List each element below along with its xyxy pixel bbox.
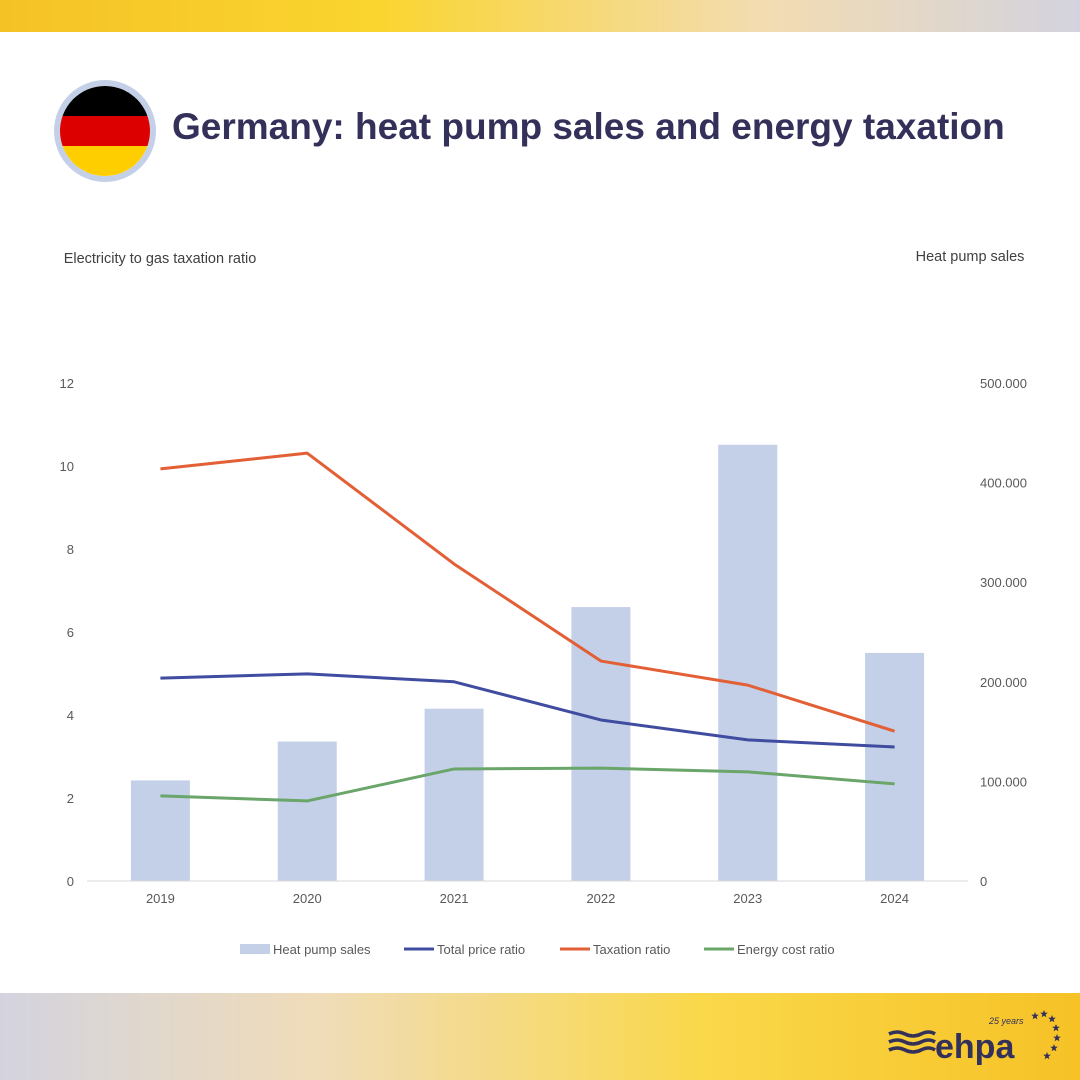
right-axis-tick-label: 100.000	[980, 774, 1027, 789]
star-icon	[1053, 1034, 1061, 1042]
right-axis-tick-label: 300.000	[980, 575, 1027, 590]
legend-label: Total price ratio	[437, 942, 525, 957]
star-icon	[1031, 1012, 1039, 1020]
right-axis-tick-label: 400.000	[980, 476, 1027, 491]
ehpa-logo: ehpa 25 years	[888, 1010, 1061, 1066]
right-axis-title: Heat pump sales	[915, 249, 1025, 265]
stars-icon	[1031, 1010, 1061, 1060]
legend-label: Taxation ratio	[593, 942, 670, 957]
line-energy-cost-ratio	[160, 766, 895, 803]
legend-swatch	[240, 944, 270, 954]
top-decorative-bar	[0, 0, 1080, 32]
legend-label: Energy cost ratio	[737, 942, 835, 957]
left-axis-title: Electricity to gas taxation ratio	[63, 251, 257, 267]
x-axis-tick-label: 2020	[293, 891, 322, 906]
star-icon	[1043, 1052, 1051, 1060]
right-axis-tick-label: 200.000	[980, 675, 1027, 690]
right-axis-tick-label: 0	[980, 874, 987, 889]
bottom-decorative-bar	[0, 993, 1080, 1080]
bar-heat-pump-sales	[865, 652, 925, 881]
logo-text: ehpa	[935, 1028, 1015, 1066]
star-icon	[1040, 1010, 1048, 1018]
star-icon	[1050, 1044, 1058, 1052]
line-taxation-ratio	[160, 451, 896, 733]
bar-heat-pump-sales	[424, 708, 484, 881]
germany-flag-icon	[54, 80, 156, 182]
right-axis-tick-label: 500.000	[980, 376, 1027, 391]
x-axis-tick-label: 2024	[880, 891, 909, 906]
left-axis-tick-label: 4	[67, 708, 74, 723]
bar-heat-pump-sales	[277, 741, 337, 881]
waves-icon	[888, 1030, 936, 1054]
left-axis-tick-label: 12	[60, 376, 74, 391]
left-axis-tick-label: 6	[67, 625, 74, 640]
star-icon	[1048, 1015, 1056, 1023]
x-axis-tick-label: 2021	[440, 891, 469, 906]
left-axis-tick-label: 2	[67, 791, 74, 806]
line-total-price-ratio	[160, 672, 895, 749]
legend-label: Heat pump sales	[273, 942, 371, 957]
bar-heat-pump-sales	[571, 607, 631, 881]
x-axis-tick-label: 2023	[733, 891, 762, 906]
logo-subtitle: 25 years	[988, 1016, 1024, 1026]
bar-heat-pump-sales	[718, 444, 778, 881]
star-icon	[1052, 1024, 1060, 1032]
x-axis-tick-label: 2022	[586, 891, 615, 906]
x-axis-tick-label: 2019	[146, 891, 175, 906]
page-title: Germany: heat pump sales and energy taxa…	[172, 106, 1005, 147]
left-axis-tick-label: 10	[60, 459, 74, 474]
left-axis-tick-label: 0	[67, 874, 74, 889]
left-axis-tick-label: 8	[67, 542, 74, 557]
